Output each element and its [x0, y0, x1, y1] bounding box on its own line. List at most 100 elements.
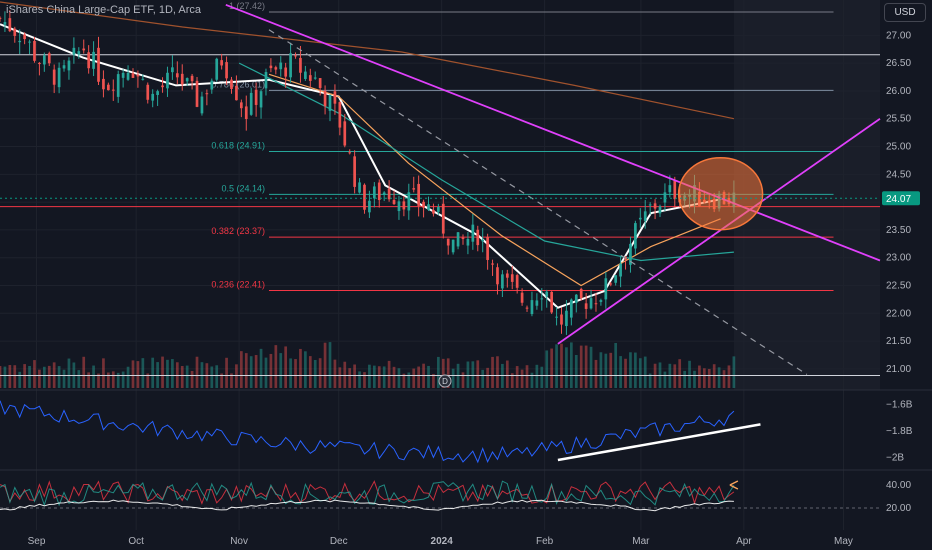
candle-body[interactable] — [515, 275, 519, 288]
candle-body[interactable] — [668, 185, 672, 193]
candle-body[interactable] — [225, 62, 228, 79]
candle-body[interactable] — [505, 273, 509, 278]
candle-body[interactable] — [343, 121, 347, 146]
candle-body[interactable] — [121, 72, 125, 78]
currency-button[interactable]: USD — [884, 3, 926, 22]
candle-body[interactable] — [673, 180, 677, 200]
candle-body[interactable] — [274, 67, 278, 70]
candle-body[interactable] — [161, 85, 164, 88]
candle-body[interactable] — [220, 60, 223, 66]
candle-body[interactable] — [535, 300, 539, 306]
candle-body[interactable] — [584, 303, 588, 309]
candle-body[interactable] — [461, 237, 465, 240]
candle-body[interactable] — [111, 89, 115, 91]
candle-body[interactable] — [141, 78, 145, 80]
candle-body[interactable] — [289, 53, 292, 78]
candle-body[interactable] — [377, 182, 381, 201]
candle-body[interactable] — [451, 239, 455, 253]
candle-body[interactable] — [185, 78, 189, 82]
candle-body[interactable] — [525, 307, 529, 309]
candle-body[interactable] — [259, 91, 263, 108]
candle-body[interactable] — [397, 201, 401, 212]
fibonacci-retracement[interactable]: 1 (27.42) 0.786 (26.01) 0.618 (24.91) 0.5 (… — [211, 1, 834, 292]
candle-body[interactable] — [215, 58, 219, 80]
candle-body[interactable] — [520, 292, 524, 303]
candle-body[interactable] — [599, 300, 603, 302]
candle-body[interactable] — [28, 41, 31, 43]
candle-body[interactable] — [328, 94, 332, 111]
candle-body[interactable] — [269, 65, 273, 69]
candle-body[interactable] — [663, 192, 667, 203]
candle-body[interactable] — [205, 93, 209, 95]
candle-body[interactable] — [239, 102, 243, 109]
candle-body[interactable] — [195, 80, 199, 107]
candle-body[interactable] — [496, 267, 499, 285]
candle-body[interactable] — [574, 294, 578, 303]
candle-body[interactable] — [230, 79, 233, 90]
candle-body[interactable] — [372, 186, 376, 199]
candle-body[interactable] — [13, 28, 17, 36]
candle-body[interactable] — [136, 74, 140, 77]
candle-body[interactable] — [87, 52, 91, 69]
candle-body[interactable] — [466, 238, 470, 246]
candle-body[interactable] — [0, 17, 2, 19]
candle-body[interactable] — [634, 223, 637, 249]
candle-body[interactable] — [456, 232, 460, 247]
candle-body[interactable] — [244, 106, 248, 120]
candle-body[interactable] — [304, 71, 307, 79]
candle-body[interactable] — [363, 184, 366, 210]
candle-body[interactable] — [432, 209, 435, 214]
candle-body[interactable] — [368, 200, 371, 213]
candle-body[interactable] — [530, 300, 534, 315]
candle-body[interactable] — [42, 55, 46, 65]
dmi-marker[interactable] — [729, 480, 739, 490]
candle-body[interactable] — [254, 89, 258, 105]
candle-body[interactable] — [264, 72, 268, 89]
trendlines[interactable] — [225, 3, 881, 375]
candle-body[interactable] — [407, 192, 411, 211]
symbol-title[interactable]: iShares China Large-Cap ETF, 1D, Arca — [6, 4, 202, 16]
candle-body[interactable] — [412, 188, 416, 190]
candle-body[interactable] — [338, 102, 342, 128]
candle-body[interactable] — [313, 77, 317, 79]
candle-body[interactable] — [333, 91, 337, 104]
candle-body[interactable] — [643, 211, 647, 221]
candle-body[interactable] — [358, 182, 361, 193]
candle-body[interactable] — [555, 316, 558, 318]
candle-body[interactable] — [77, 51, 81, 55]
candle-body[interactable] — [33, 40, 36, 61]
obv-trendline[interactable] — [557, 423, 761, 462]
trendline[interactable] — [225, 3, 881, 262]
candle-body[interactable] — [146, 84, 150, 100]
candle-body[interactable] — [417, 183, 421, 206]
candle-body[interactable] — [200, 96, 204, 114]
candle-body[interactable] — [249, 92, 253, 115]
candle-body[interactable] — [279, 62, 283, 70]
candle-body[interactable] — [427, 204, 430, 210]
candle-body[interactable] — [353, 156, 356, 187]
candle-body[interactable] — [579, 288, 583, 299]
candle-body[interactable] — [619, 263, 622, 277]
candle-body[interactable] — [47, 53, 51, 64]
candle-body[interactable] — [299, 57, 302, 73]
highlight-ellipse[interactable] — [677, 157, 764, 231]
candle-body[interactable] — [107, 84, 110, 91]
candle-body[interactable] — [294, 55, 297, 57]
candle-body[interactable] — [171, 67, 174, 73]
candle-body[interactable] — [550, 291, 553, 313]
candle-body[interactable] — [82, 48, 86, 51]
candle-body[interactable] — [3, 22, 7, 25]
candle-body[interactable] — [116, 74, 120, 97]
candle-body[interactable] — [18, 40, 22, 43]
candle-body[interactable] — [72, 47, 76, 55]
candle-body[interactable] — [609, 283, 613, 285]
candle-body[interactable] — [510, 274, 514, 282]
candle-body[interactable] — [126, 72, 130, 80]
trendline[interactable] — [557, 117, 881, 345]
candle-body[interactable] — [648, 204, 652, 206]
candle-body[interactable] — [614, 275, 618, 283]
candle-body[interactable] — [210, 80, 214, 90]
candle-body[interactable] — [629, 243, 632, 265]
candle-body[interactable] — [318, 78, 322, 88]
